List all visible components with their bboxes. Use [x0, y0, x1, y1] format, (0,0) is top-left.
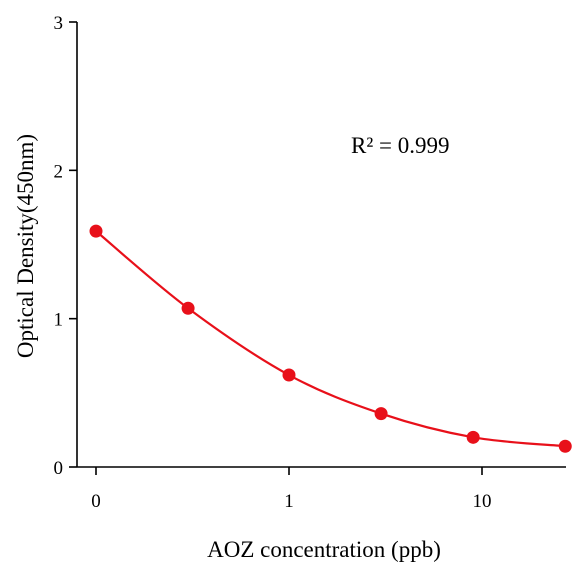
x-ticks: 0 1 10	[91, 467, 492, 512]
data-point	[466, 430, 480, 444]
y-tick-label: 0	[54, 458, 64, 479]
r-squared-annotation: R² = 0.999	[351, 133, 449, 158]
axes	[76, 22, 566, 468]
y-ticks: 0 1 2 3	[54, 13, 77, 479]
y-tick-label: 3	[54, 13, 64, 34]
x-tick-label: 1	[284, 491, 294, 512]
y-axis-label: Optical Density(450nm)	[13, 134, 38, 358]
y-tick-label: 1	[54, 310, 64, 331]
y-tick-label: 2	[54, 161, 64, 182]
data-point	[89, 224, 103, 238]
data-point	[181, 301, 195, 315]
data-point	[558, 439, 572, 453]
data-points	[89, 224, 572, 453]
x-axis-label: AOZ concentration (ppb)	[207, 537, 441, 562]
data-point	[374, 407, 388, 421]
fit-curve	[95, 230, 566, 448]
data-point	[282, 368, 296, 382]
x-tick-label: 10	[473, 491, 492, 512]
x-tick-label: 0	[91, 491, 101, 512]
